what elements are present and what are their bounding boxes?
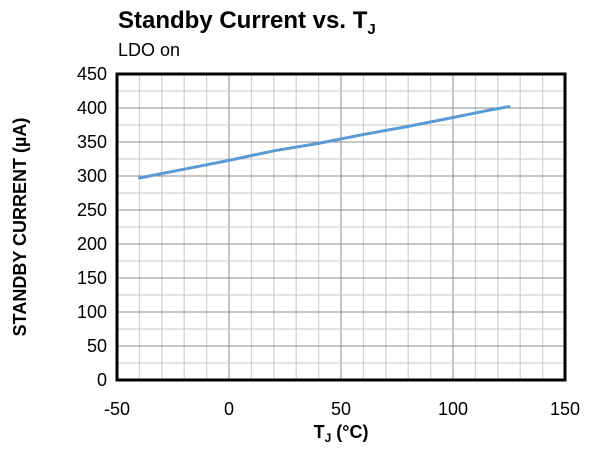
plot-frame xyxy=(115,72,567,382)
y-tick-label: 300 xyxy=(77,166,107,186)
chart-title-subscript: J xyxy=(367,21,375,38)
x-axis-label-subscript: J xyxy=(325,431,332,445)
y-tick-label: 50 xyxy=(87,336,107,356)
y-tick-label: 0 xyxy=(97,370,107,390)
grid-lines xyxy=(116,73,566,381)
y-tick-label: 200 xyxy=(77,234,107,254)
x-tick-label: 50 xyxy=(331,399,351,419)
y-axis-label: STANDBY CURRENT (µA) xyxy=(10,118,30,337)
x-tick-label: 0 xyxy=(224,399,234,419)
y-tick-label: 100 xyxy=(77,302,107,322)
y-tick-label: 250 xyxy=(77,200,107,220)
y-tick-label: 350 xyxy=(77,132,107,152)
x-tick-label: 100 xyxy=(438,399,468,419)
x-tick-labels: -50 0 50 100 150 xyxy=(104,399,580,419)
x-tick-label: 150 xyxy=(550,399,580,419)
y-tick-label: 400 xyxy=(77,98,107,118)
chart-title-main: Standby Current vs. T xyxy=(118,7,368,34)
x-axis-label-unit: (°C) xyxy=(331,422,368,442)
y-tick-label: 450 xyxy=(77,64,107,84)
x-tick-label: -50 xyxy=(104,399,130,419)
data-line xyxy=(137,105,511,180)
y-tick-labels: 0 50 100 150 200 250 300 350 400 450 xyxy=(77,64,107,390)
x-axis-label-main: T xyxy=(314,422,325,442)
x-axis-label: TJ (°C) xyxy=(314,422,369,445)
chart-subtitle: LDO on xyxy=(118,40,180,60)
y-tick-label: 150 xyxy=(77,268,107,288)
chart-title: Standby Current vs. TJ xyxy=(118,7,376,38)
